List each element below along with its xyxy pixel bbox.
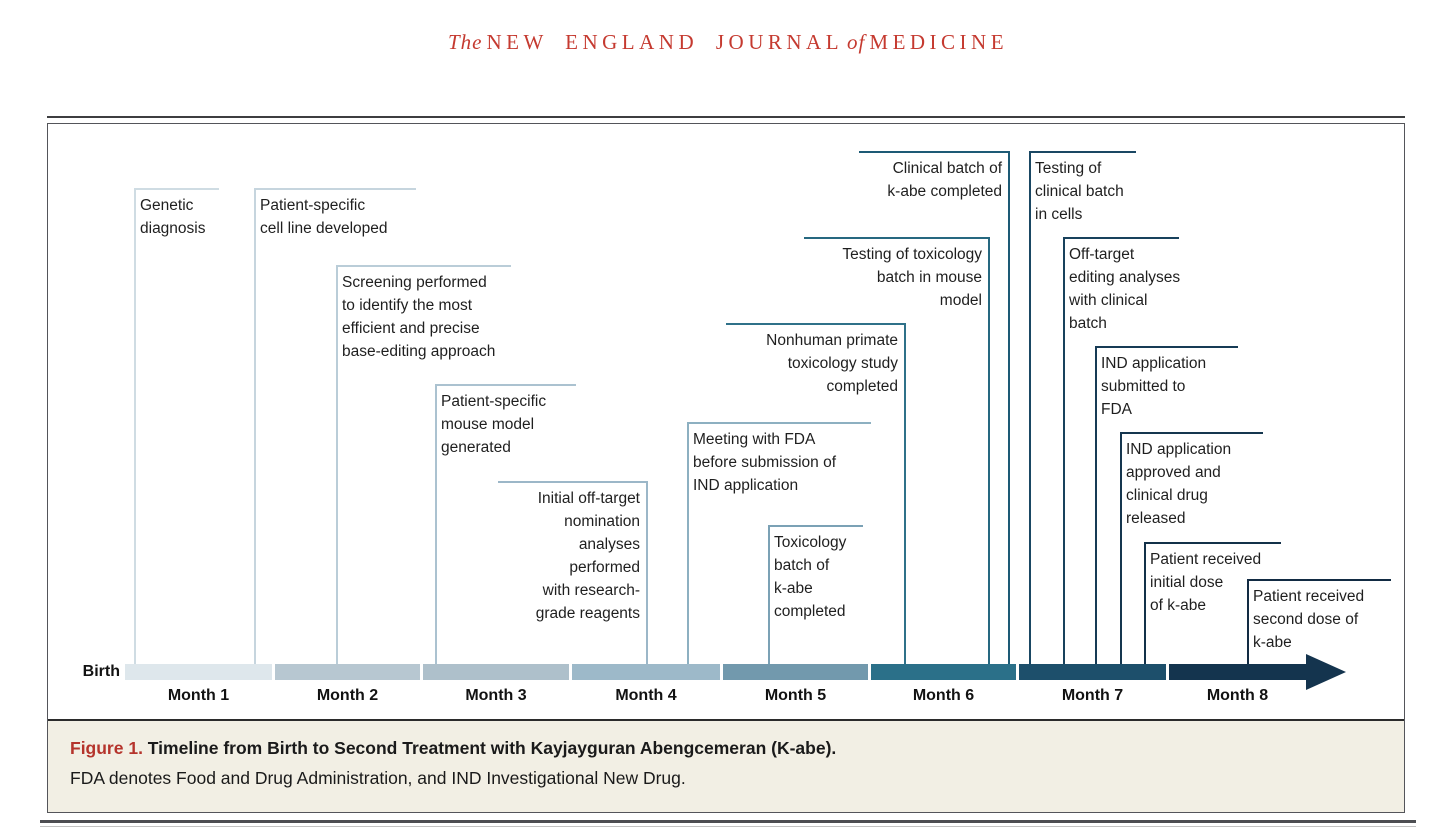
masthead-the: The — [447, 30, 483, 54]
event-overline — [254, 188, 416, 190]
month-label: Month 6 — [912, 687, 975, 704]
month-label: Month 7 — [1061, 687, 1124, 704]
event-overline — [1247, 579, 1391, 581]
event-label: Meeting with FDA before submission of IN… — [693, 431, 837, 494]
figure-title: Timeline from Birth to Second Treatment … — [142, 738, 837, 758]
month-segment — [572, 664, 720, 680]
event-label: Testing of clinical batch in cells — [1035, 160, 1124, 223]
event-label: Nonhuman primate toxicology study comple… — [766, 332, 898, 395]
figure-caption: Figure 1. Timeline from Birth to Second … — [48, 719, 1404, 812]
event-overline — [336, 265, 511, 267]
event-connector-line — [435, 384, 437, 664]
caption-line-1: Figure 1. Timeline from Birth to Second … — [70, 733, 1382, 763]
event-label: Patient received second dose of k-abe — [1253, 588, 1365, 651]
event-connector-line — [1063, 237, 1065, 664]
month-segment — [1169, 664, 1306, 680]
event-overline — [804, 237, 988, 239]
month-segment — [275, 664, 420, 680]
page-bottom-rule-dark — [40, 820, 1416, 823]
event-label: Genetic diagnosis — [140, 197, 206, 237]
month-label: Month 5 — [764, 687, 827, 704]
event-overline — [134, 188, 219, 190]
month-label: Month 2 — [316, 687, 379, 704]
event-connector-line — [904, 323, 906, 664]
event-connector-line — [687, 422, 689, 664]
event-label: Clinical batch of k-abe completed — [887, 160, 1002, 200]
event-overline — [498, 481, 646, 483]
event-label: Patient-specific mouse model generated — [441, 393, 547, 456]
month-label: Month 1 — [167, 687, 230, 704]
journal-masthead: The NEW ENGLAND JOURNAL of MEDICINE — [0, 30, 1456, 55]
event-label: Patient received initial dose of k-abe — [1150, 551, 1262, 614]
event-overline — [1144, 542, 1281, 544]
masthead-of: of — [847, 30, 866, 54]
figure-number-label: Figure 1. — [70, 738, 143, 758]
month-segment — [1019, 664, 1166, 680]
page-bottom-rule-light — [40, 826, 1416, 827]
event-label: Screening performed to identify the most… — [342, 274, 496, 360]
event-connector-line — [988, 237, 990, 664]
masthead-journal-name-2: MEDICINE — [869, 30, 1009, 54]
event-overline — [1029, 151, 1136, 153]
timeline-chart-area: Birth Genetic diagnosis Patient-specific … — [48, 124, 1403, 719]
figure-panel: Birth Genetic diagnosis Patient-specific … — [47, 123, 1405, 813]
event-connector-line — [768, 525, 770, 664]
figure-footnote: FDA denotes Food and Drug Administration… — [70, 768, 686, 788]
event-connector-line — [1247, 579, 1249, 664]
month-label: Month 8 — [1206, 687, 1269, 704]
event-overline — [859, 151, 1008, 153]
event-overline — [768, 525, 863, 527]
event-overline — [726, 323, 904, 325]
event-label: IND application approved and clinical dr… — [1126, 441, 1232, 527]
birth-label: Birth — [82, 663, 120, 680]
event-overline — [687, 422, 871, 424]
event-connector-line — [134, 188, 136, 664]
event-overline — [1120, 432, 1263, 434]
event-label: IND application submitted to FDA — [1101, 355, 1207, 418]
month-segment — [723, 664, 868, 680]
event-overline — [1095, 346, 1238, 348]
masthead-journal-name-1: NEW ENGLAND JOURNAL — [486, 30, 844, 54]
month-label: Month 3 — [465, 687, 527, 704]
event-label: Initial off-target nomination analyses p… — [535, 490, 640, 622]
event-connector-line — [1095, 346, 1097, 664]
event-connector-line — [1008, 151, 1010, 664]
event-label: Toxicology batch of k-abe completed — [774, 534, 847, 620]
month-segment — [871, 664, 1016, 680]
event-overline — [435, 384, 576, 386]
event-connector-line — [1029, 151, 1031, 664]
event-connector-line — [336, 265, 338, 664]
event-connector-line — [1144, 542, 1146, 664]
month-label: Month 4 — [615, 687, 677, 704]
figure-top-rule — [47, 116, 1405, 118]
event-label: Patient-specific cell line developed — [260, 197, 388, 237]
timeline-arrowhead — [1306, 654, 1346, 690]
event-connector-line — [254, 188, 256, 664]
event-label: Off-target editing analyses with clinica… — [1069, 246, 1181, 332]
event-connector-line — [646, 481, 648, 664]
event-overline — [1063, 237, 1179, 239]
month-segment — [423, 664, 569, 680]
event-connector-line — [1120, 432, 1122, 664]
month-segment — [125, 664, 272, 680]
event-label: Testing of toxicology batch in mouse mod… — [842, 246, 982, 309]
